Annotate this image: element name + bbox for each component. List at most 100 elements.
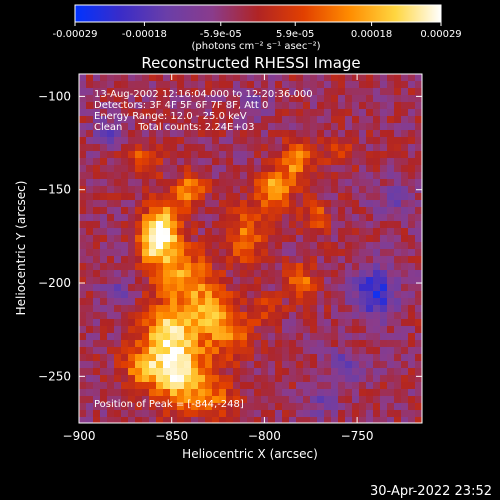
heatmap-cell [100,158,108,166]
heatmap-cell [345,403,353,411]
heatmap-cell [303,284,311,292]
heatmap-cell [191,298,199,306]
heatmap-cell [114,277,122,285]
heatmap-cell [380,403,388,411]
heatmap-cell [317,74,325,82]
heatmap-cell [177,74,185,82]
heatmap-cell [317,102,325,110]
heatmap-cell [163,396,171,404]
heatmap-cell [345,396,353,404]
heatmap-cell [149,263,157,271]
heatmap-cell [233,200,241,208]
heatmap-cell [198,284,206,292]
heatmap-cell [107,284,115,292]
heatmap-cell [142,151,150,159]
heatmap-cell [401,193,409,201]
heatmap-cell [184,277,192,285]
heatmap-cell [261,151,269,159]
heatmap-cell [268,158,276,166]
heatmap-cell [107,144,115,152]
heatmap-cell [107,186,115,194]
heatmap-cell [219,221,227,229]
heatmap-cell [338,235,346,243]
heatmap-cell [261,88,269,96]
heatmap-cell [142,326,150,334]
heatmap-cell [289,179,297,187]
heatmap-cell [373,151,381,159]
heatmap-cell [380,95,388,103]
heatmap-cell [114,410,122,418]
heatmap-cell [317,88,325,96]
heatmap-cell [324,207,332,215]
heatmap-cell [352,389,360,397]
heatmap-cell [415,319,423,327]
heatmap-cell [128,305,136,313]
heatmap-cell [268,417,276,424]
heatmap-cell [170,312,178,320]
heatmap-cell [380,340,388,348]
heatmap-cell [359,214,367,222]
heatmap-cell [394,172,402,180]
heatmap-cell [317,340,325,348]
heatmap-cell [296,396,304,404]
heatmap-cell [226,382,234,390]
heatmap-cell [296,193,304,201]
heatmap-cell [107,130,115,138]
heatmap-cell [310,186,318,194]
heatmap-cell [226,193,234,201]
heatmap-cell [366,200,374,208]
heatmap-cell [268,214,276,222]
heatmap-cell [275,116,283,124]
heatmap-cell [296,263,304,271]
heatmap-cell [359,305,367,313]
heatmap-cell [359,389,367,397]
heatmap-cell [247,88,255,96]
heatmap-cell [401,81,409,89]
heatmap-cell [282,235,290,243]
heatmap-cell [205,298,213,306]
heatmap-cell [359,375,367,383]
heatmap-cell [170,242,178,250]
heatmap-cell [170,396,178,404]
heatmap-cell [79,221,87,229]
heatmap-cell [79,137,87,145]
heatmap-cell [219,214,227,222]
heatmap-cell [324,312,332,320]
heatmap-cell [254,361,262,369]
heatmap-cell [394,193,402,201]
heatmap-cell [324,361,332,369]
heatmap-cell [198,172,206,180]
heatmap-cell [394,179,402,187]
heatmap-cell [324,319,332,327]
heatmap-cell [401,235,409,243]
heatmap-cell [296,347,304,355]
heatmap-cell [177,284,185,292]
heatmap-cell [303,354,311,362]
heatmap-cell [394,81,402,89]
heatmap-cell [198,81,206,89]
heatmap-cell [177,417,185,424]
heatmap-cell [121,256,129,264]
heatmap-cell [296,417,304,424]
heatmap-cell [79,319,87,327]
heatmap-cell [135,270,143,278]
heatmap-cell [135,403,143,411]
heatmap-cell [331,291,339,299]
heatmap-cell [142,410,150,418]
heatmap-cell [219,319,227,327]
heatmap-cell [401,417,409,424]
heatmap-cell [331,88,339,96]
heatmap-cell [289,242,297,250]
heatmap-cell [79,214,87,222]
heatmap-cell [135,116,143,124]
heatmap-cell [149,102,157,110]
heatmap-cell [296,151,304,159]
heatmap-cell [394,144,402,152]
heatmap-cell [310,123,318,131]
heatmap-cell [240,88,248,96]
heatmap-cell [380,144,388,152]
heatmap-cell [359,200,367,208]
heatmap-cell [184,186,192,194]
heatmap-cell [93,74,101,82]
heatmap-cell [93,326,101,334]
